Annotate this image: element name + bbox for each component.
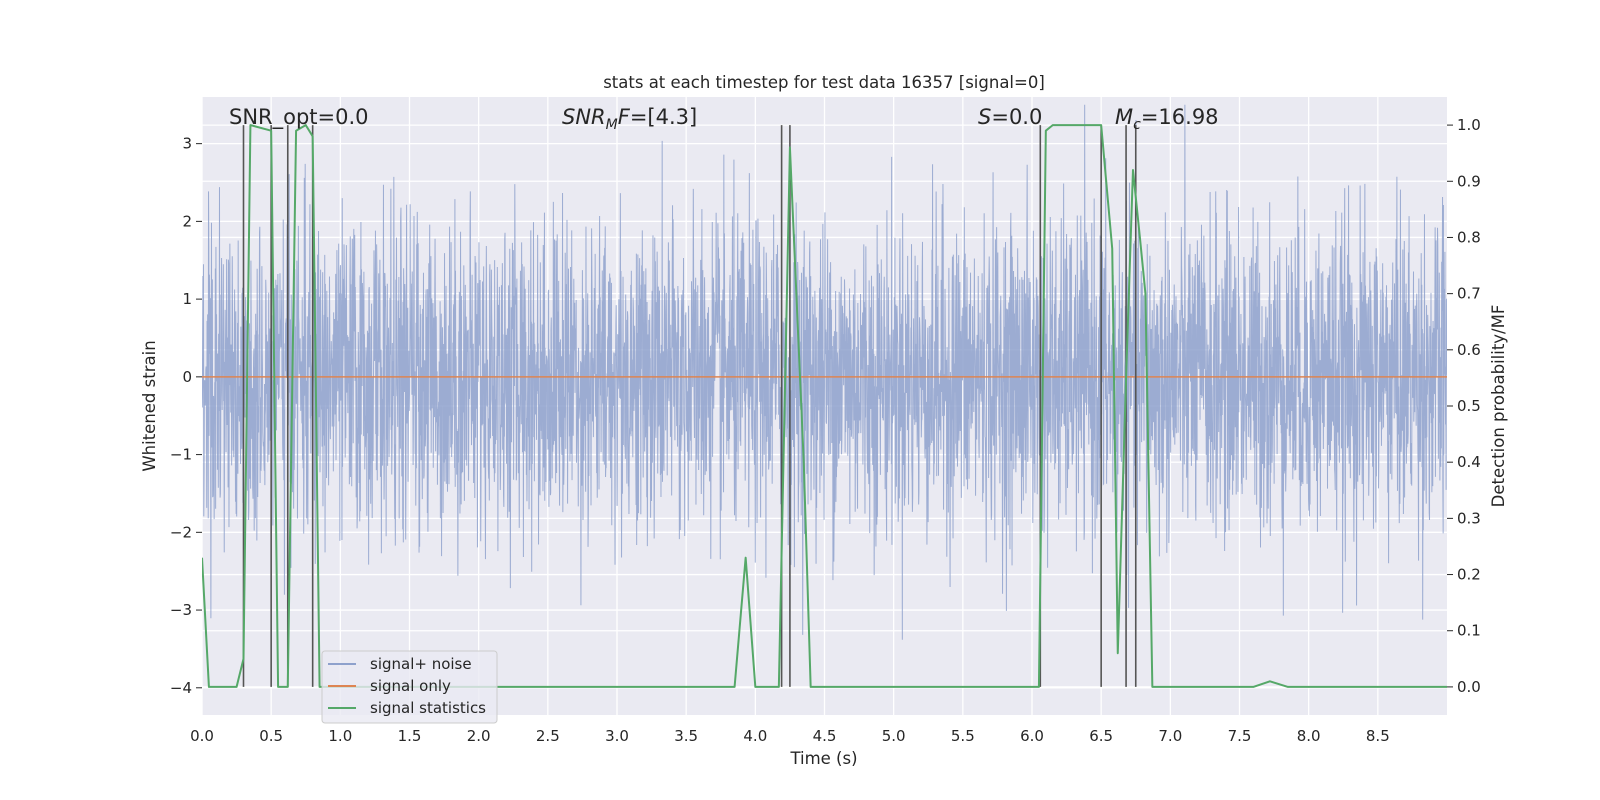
y-tick-label-right: 0.9 bbox=[1457, 172, 1481, 190]
y-tick-label-right: 0.8 bbox=[1457, 228, 1481, 246]
y-tick-label-right: 0.4 bbox=[1457, 453, 1481, 471]
x-tick-label: 6.5 bbox=[1089, 727, 1113, 745]
legend-label-signal-only: signal only bbox=[370, 677, 451, 695]
y-tick-label-right: 0.5 bbox=[1457, 397, 1481, 415]
x-tick-label: 0.5 bbox=[259, 727, 283, 745]
annotation-snr-mf-symbol-2: F bbox=[618, 105, 631, 129]
legend-label-signal-statistics: signal statistics bbox=[370, 699, 486, 717]
annotation-mc-subscript: c bbox=[1133, 117, 1141, 133]
annotation-snr-mf-subscript: M bbox=[606, 117, 618, 133]
x-tick-label: 0.0 bbox=[190, 727, 214, 745]
statistics-line bbox=[202, 124, 1447, 688]
x-tick-label: 1.0 bbox=[328, 727, 352, 745]
x-tick-label: 7.5 bbox=[1228, 727, 1252, 745]
y-tick-label-right: 1.0 bbox=[1457, 116, 1481, 134]
annotation-snr-mf-value: =[4.3] bbox=[630, 105, 697, 129]
x-tick-label: 5.5 bbox=[951, 727, 975, 745]
y-tick-label-right: 0.6 bbox=[1457, 341, 1481, 359]
x-tick-label: 2.0 bbox=[467, 727, 491, 745]
annotation-snr-mf: SNRMF=[4.3] bbox=[562, 105, 697, 133]
annotation-s: S=0.0 bbox=[978, 105, 1042, 129]
annotation-s-value: =0.0 bbox=[991, 105, 1042, 129]
y-tick-label-right: 0.7 bbox=[1457, 285, 1481, 303]
y-tick-label-left: 3 bbox=[182, 135, 192, 153]
noise-trace bbox=[202, 104, 1447, 640]
y-axis-label-left: Whitened strain bbox=[140, 340, 159, 471]
y-tick-label-right: 0.0 bbox=[1457, 678, 1481, 696]
legend-box bbox=[321, 650, 498, 724]
x-axis-ticks: 0.0 0.5 1.0 1.5 2.0 2.5 3.0 3.5 4.0 4.5 5.0 5.5 6.0 6… bbox=[190, 727, 1390, 745]
legend-label-signal-plus-noise: signal+ noise bbox=[370, 655, 472, 673]
y-tick-label-left: 1 bbox=[182, 290, 192, 308]
x-tick-label: 8.0 bbox=[1297, 727, 1321, 745]
y-tick-label-right: 0.3 bbox=[1457, 509, 1481, 527]
y-tick-label-right: 0.1 bbox=[1457, 622, 1481, 640]
y-axis-right-ticks: 1.0 0.9 0.8 0.7 0.6 0.5 0.4 0.3 0.2 0.1 0.0 bbox=[1447, 116, 1481, 696]
y-tick-label-right: 0.2 bbox=[1457, 566, 1481, 584]
annotation-s-symbol: S bbox=[978, 105, 991, 129]
annotation-snr-opt: SNR_opt=0.0 bbox=[229, 105, 369, 130]
x-tick-label: 1.5 bbox=[398, 727, 422, 745]
x-tick-label: 3.0 bbox=[605, 727, 629, 745]
annotation-mc: Mc=16.98 bbox=[1115, 105, 1219, 133]
annotation-mc-value: =16.98 bbox=[1141, 105, 1219, 129]
y-tick-label-left: −4 bbox=[170, 679, 192, 697]
x-tick-label: 7.0 bbox=[1158, 727, 1182, 745]
x-tick-label: 4.5 bbox=[813, 727, 837, 745]
y-tick-label-left: 2 bbox=[182, 212, 192, 230]
annotation-mc-symbol: M bbox=[1115, 105, 1133, 129]
series-signal-statistics bbox=[202, 124, 1447, 688]
x-tick-label: 8.5 bbox=[1366, 727, 1390, 745]
x-tick-label: 3.5 bbox=[674, 727, 698, 745]
x-axis-label: Time (s) bbox=[789, 749, 857, 768]
y-axis-left-ticks: 3 2 1 0 −1 −2 −3 −4 bbox=[170, 135, 202, 697]
x-tick-label: 2.5 bbox=[536, 727, 560, 745]
chart-title: stats at each timestep for test data 163… bbox=[603, 73, 1045, 92]
x-tick-label: 6.0 bbox=[1020, 727, 1044, 745]
y-tick-label-left: 0 bbox=[182, 368, 192, 386]
x-tick-label: 4.0 bbox=[743, 727, 767, 745]
y-tick-label-left: −2 bbox=[170, 523, 192, 541]
series-signal-plus-noise bbox=[202, 104, 1447, 640]
y-tick-label-left: −1 bbox=[170, 446, 192, 464]
annotation-snr-mf-symbol: SNR bbox=[562, 105, 606, 129]
y-axis-label-right: Detection probability/MF bbox=[1489, 305, 1508, 508]
legend: signal+ noise signal only signal statist… bbox=[321, 650, 498, 724]
x-tick-label: 5.0 bbox=[882, 727, 906, 745]
y-tick-label-left: −3 bbox=[170, 601, 192, 619]
